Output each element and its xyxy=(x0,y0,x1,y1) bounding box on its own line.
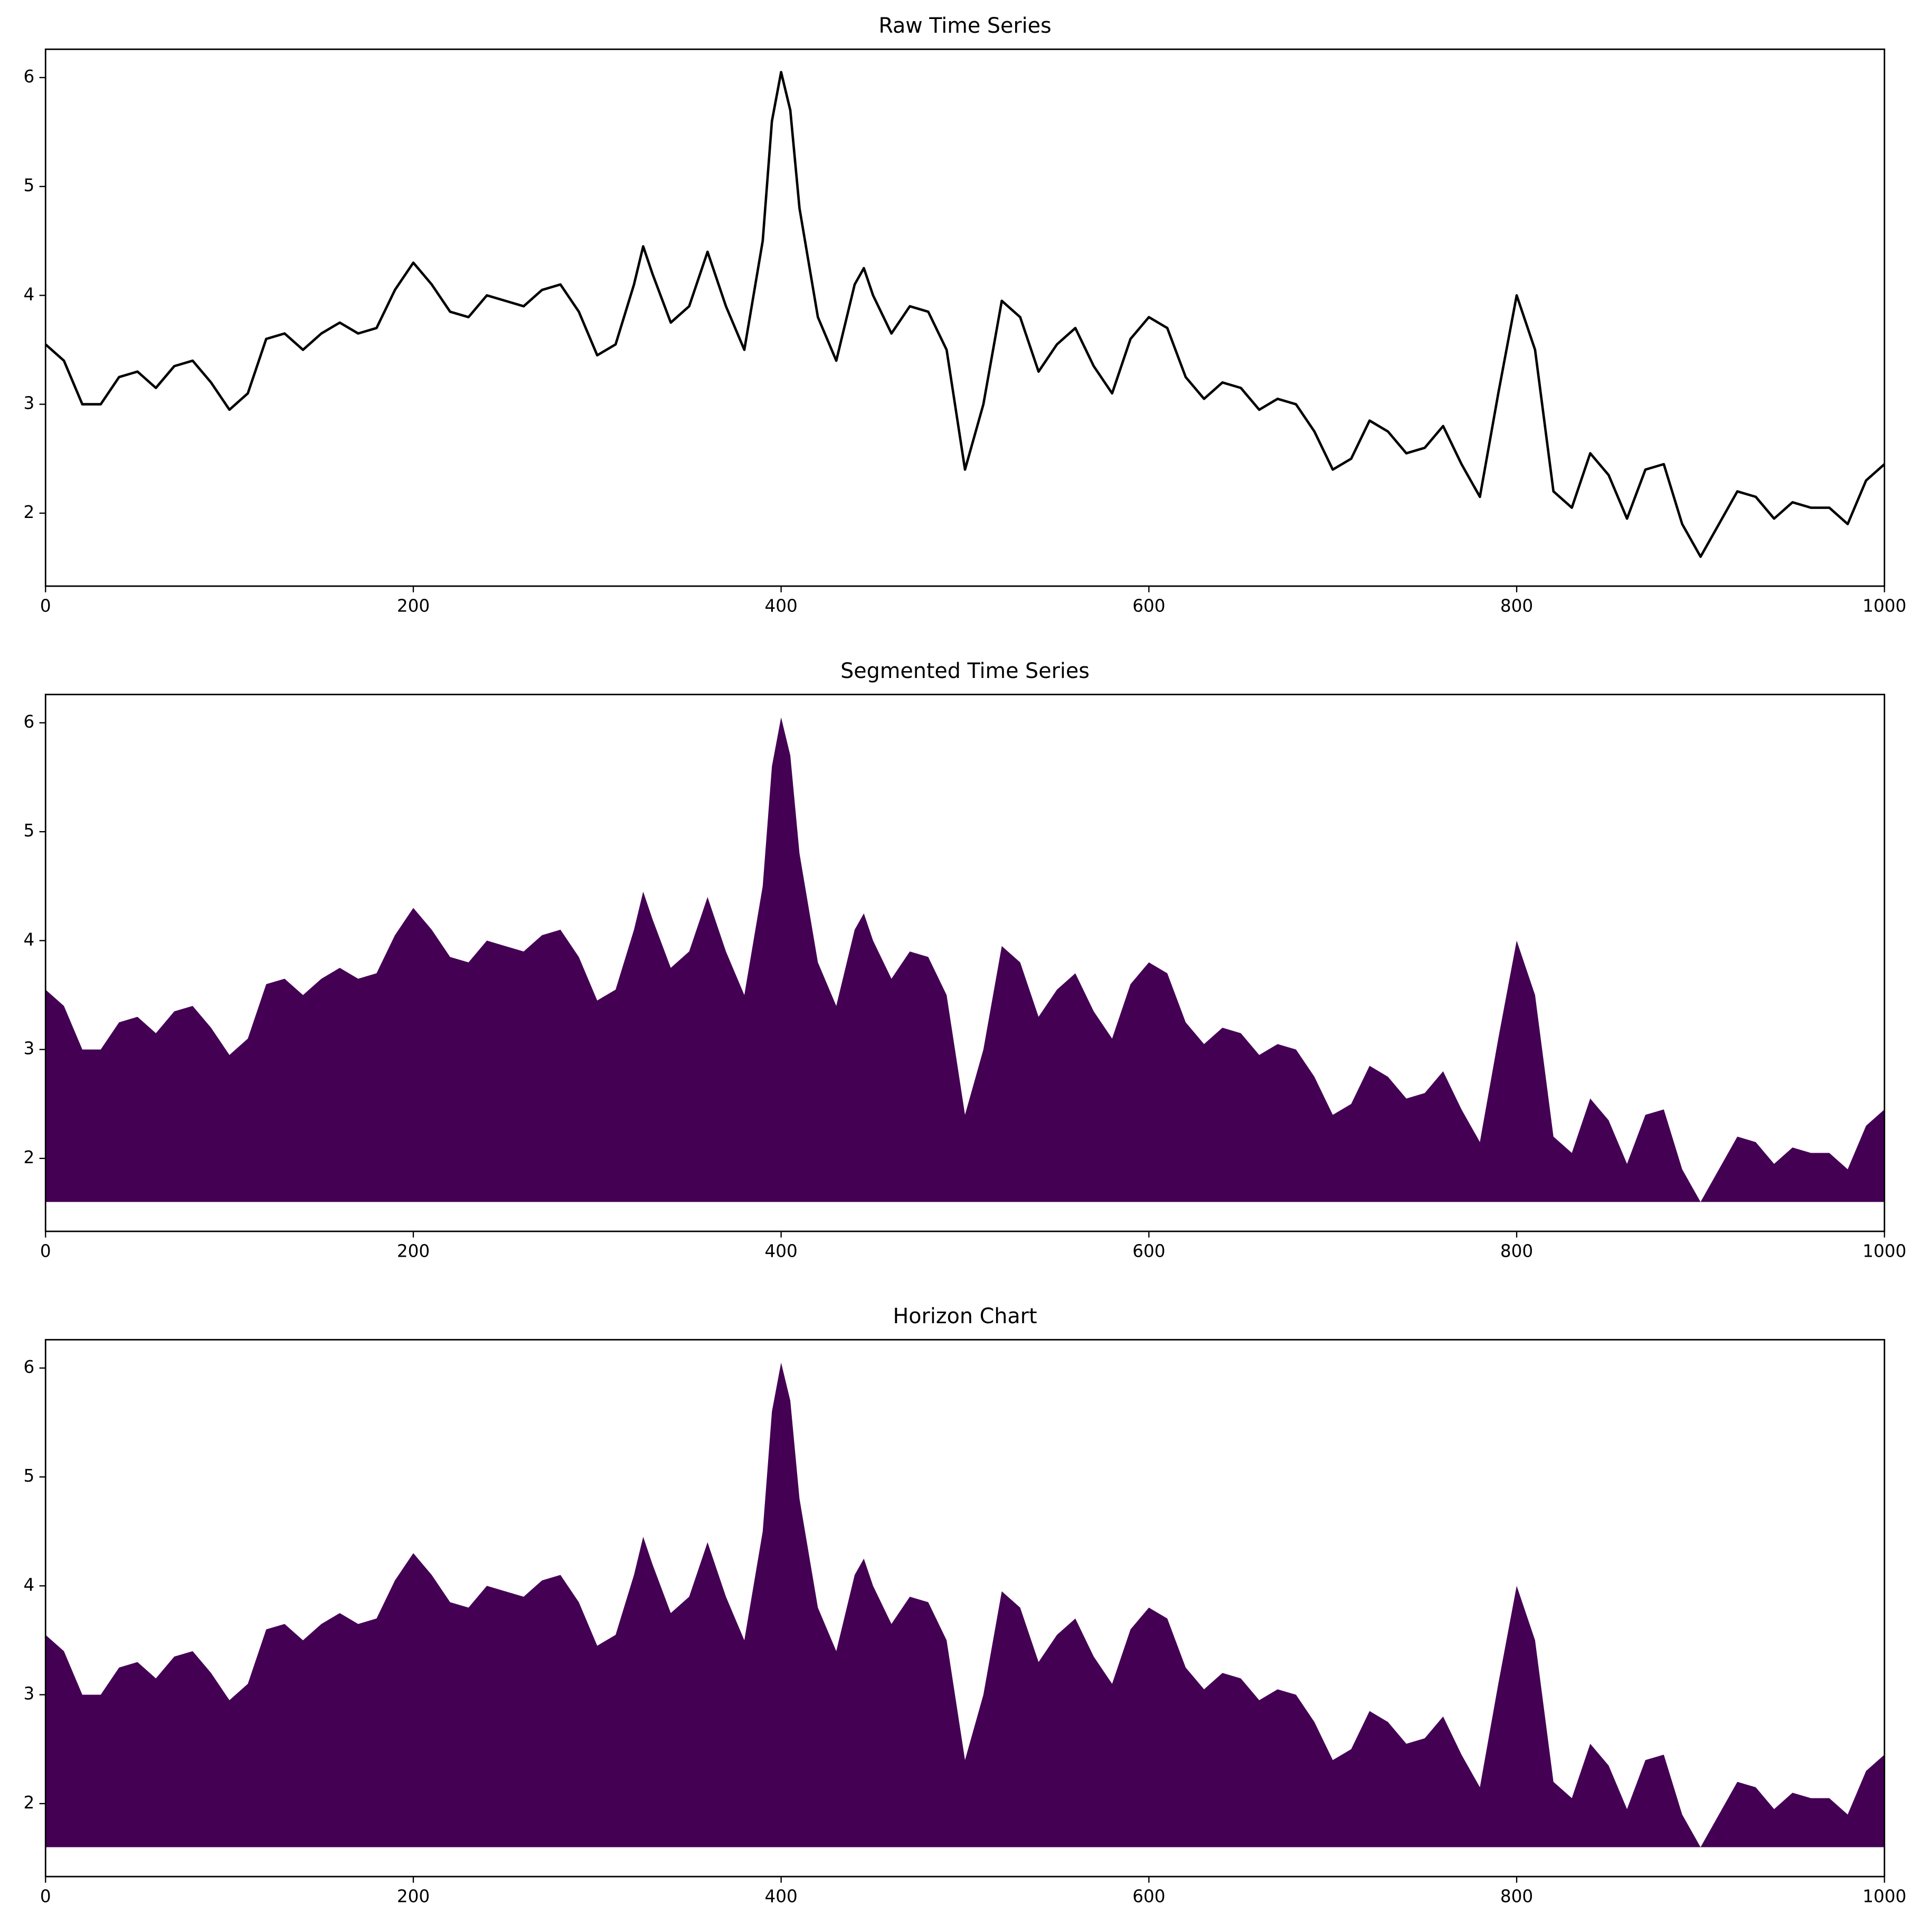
y-tick-label: 2 xyxy=(24,1147,35,1167)
axes-frame xyxy=(44,48,1886,587)
x-tick-label: 400 xyxy=(765,1241,798,1261)
x-tick-label: 200 xyxy=(397,1241,430,1261)
y-tick-label: 3 xyxy=(24,1684,35,1704)
x-tick-label: 600 xyxy=(1132,596,1165,616)
chart-title: Segmented Time Series xyxy=(840,659,1090,683)
x-tick-label: 200 xyxy=(397,596,430,616)
x-tick-label: 0 xyxy=(40,1241,51,1261)
y-tick-label: 4 xyxy=(24,929,35,949)
x-tick-label: 1000 xyxy=(1862,1241,1906,1261)
y-tick-label: 5 xyxy=(24,821,35,841)
data-line xyxy=(44,71,1886,558)
x-tick-label: 1000 xyxy=(1862,596,1906,616)
x-tick-label: 0 xyxy=(40,596,51,616)
chart-title: Raw Time Series xyxy=(878,14,1051,38)
axes-frame xyxy=(44,693,1886,1232)
data-area xyxy=(45,1362,1885,1848)
x-tick-label: 0 xyxy=(40,1887,51,1907)
x-tick-label: 400 xyxy=(765,596,798,616)
data-area xyxy=(45,717,1885,1202)
axes-frame xyxy=(44,1339,1886,1878)
x-tick-label: 1000 xyxy=(1862,1887,1906,1907)
y-tick-label: 5 xyxy=(24,175,35,195)
x-tick-label: 800 xyxy=(1500,1241,1533,1261)
x-tick-label: 600 xyxy=(1132,1887,1165,1907)
y-tick-label: 3 xyxy=(24,1039,35,1059)
x-tick-label: 400 xyxy=(765,1887,798,1907)
y-tick-label: 2 xyxy=(24,1793,35,1813)
x-tick-label: 800 xyxy=(1500,1887,1533,1907)
x-tick-label: 200 xyxy=(397,1887,430,1907)
y-tick-label: 5 xyxy=(24,1466,35,1486)
chart-title: Horizon Chart xyxy=(893,1304,1037,1328)
y-tick-label: 6 xyxy=(24,712,35,732)
x-tick-label: 600 xyxy=(1132,1241,1165,1261)
x-tick-label: 800 xyxy=(1500,596,1533,616)
y-tick-label: 3 xyxy=(24,393,35,413)
y-tick-label: 4 xyxy=(24,1575,35,1595)
y-tick-label: 6 xyxy=(24,67,35,87)
y-tick-label: 6 xyxy=(24,1357,35,1377)
y-tick-label: 4 xyxy=(24,284,35,304)
y-tick-label: 2 xyxy=(24,502,35,522)
